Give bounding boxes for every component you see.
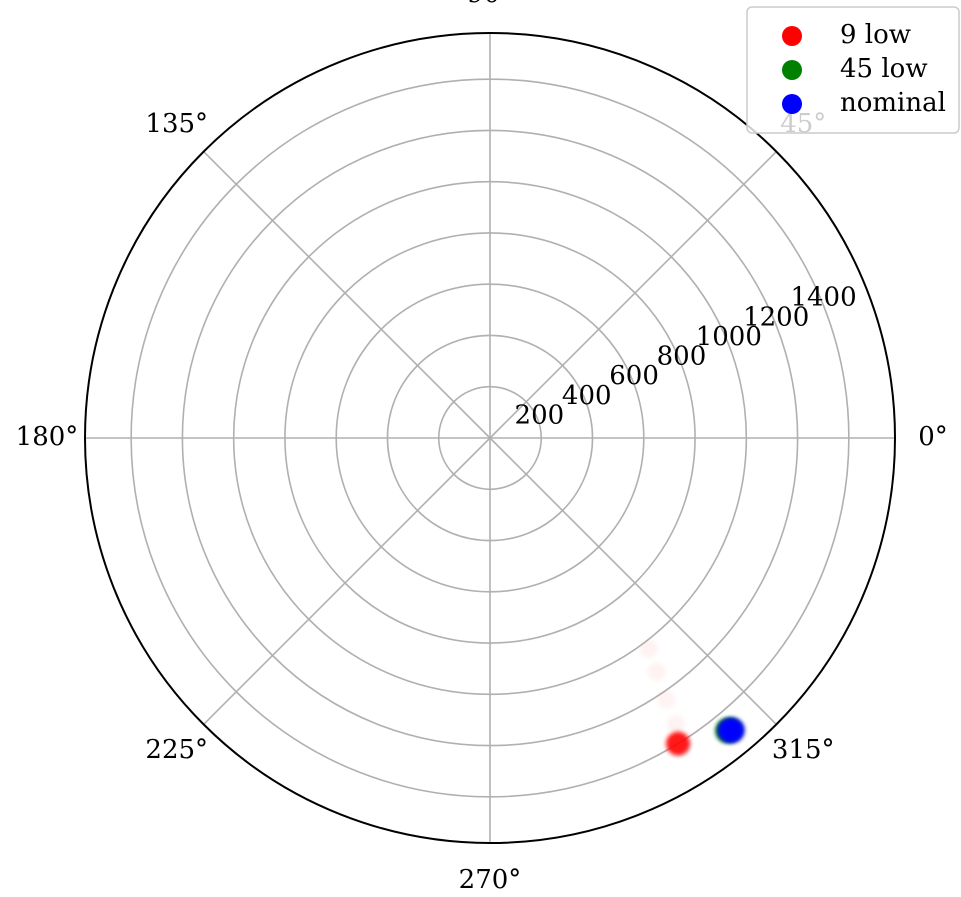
theta-tick-label-90: 90° — [467, 0, 513, 9]
r-tick-label-200: 200 — [515, 400, 565, 430]
angle-tick-labels: 0°45°90°135°180°225°270°315° — [16, 0, 948, 895]
polar-frame — [84, 32, 896, 844]
theta-tick-label-180: 180° — [16, 422, 79, 452]
theta-tick-label-225: 225° — [145, 735, 208, 765]
spoke-135 — [203, 151, 491, 439]
r-tick-label-1200: 1200 — [743, 302, 809, 332]
r-tick-label-600: 600 — [609, 361, 659, 391]
legend: 9 low 45 low nominal — [746, 6, 960, 134]
point-trail-0-1 — [647, 662, 666, 681]
legend-marker-2 — [782, 94, 802, 114]
point-2-1 — [720, 718, 745, 743]
point-trail-0-0 — [639, 639, 658, 658]
legend-marker-1 — [782, 60, 802, 80]
spoke-315 — [489, 437, 777, 725]
point-0-0 — [666, 731, 691, 756]
point-trail-0-2 — [657, 690, 676, 709]
theta-tick-label-0: 0° — [918, 422, 948, 452]
r-tick-label-1400: 1400 — [790, 283, 856, 313]
legend-label-2: nominal — [840, 88, 946, 118]
grid-spokes — [85, 33, 895, 843]
r-tick-label-400: 400 — [562, 381, 612, 411]
point-trail-0-3 — [666, 714, 685, 733]
spoke-225 — [203, 437, 491, 725]
data-points — [639, 639, 745, 756]
r-tick-label-1000: 1000 — [696, 322, 762, 352]
theta-tick-label-135: 135° — [145, 109, 208, 139]
theta-tick-label-270: 270° — [459, 865, 522, 895]
legend-label-1: 45 low — [840, 54, 928, 84]
spoke-45 — [489, 151, 777, 439]
r-tick-label-800: 800 — [657, 342, 707, 372]
legend-marker-0 — [782, 26, 802, 46]
theta-tick-label-315: 315° — [772, 735, 835, 765]
legend-label-0: 9 low — [840, 20, 911, 50]
